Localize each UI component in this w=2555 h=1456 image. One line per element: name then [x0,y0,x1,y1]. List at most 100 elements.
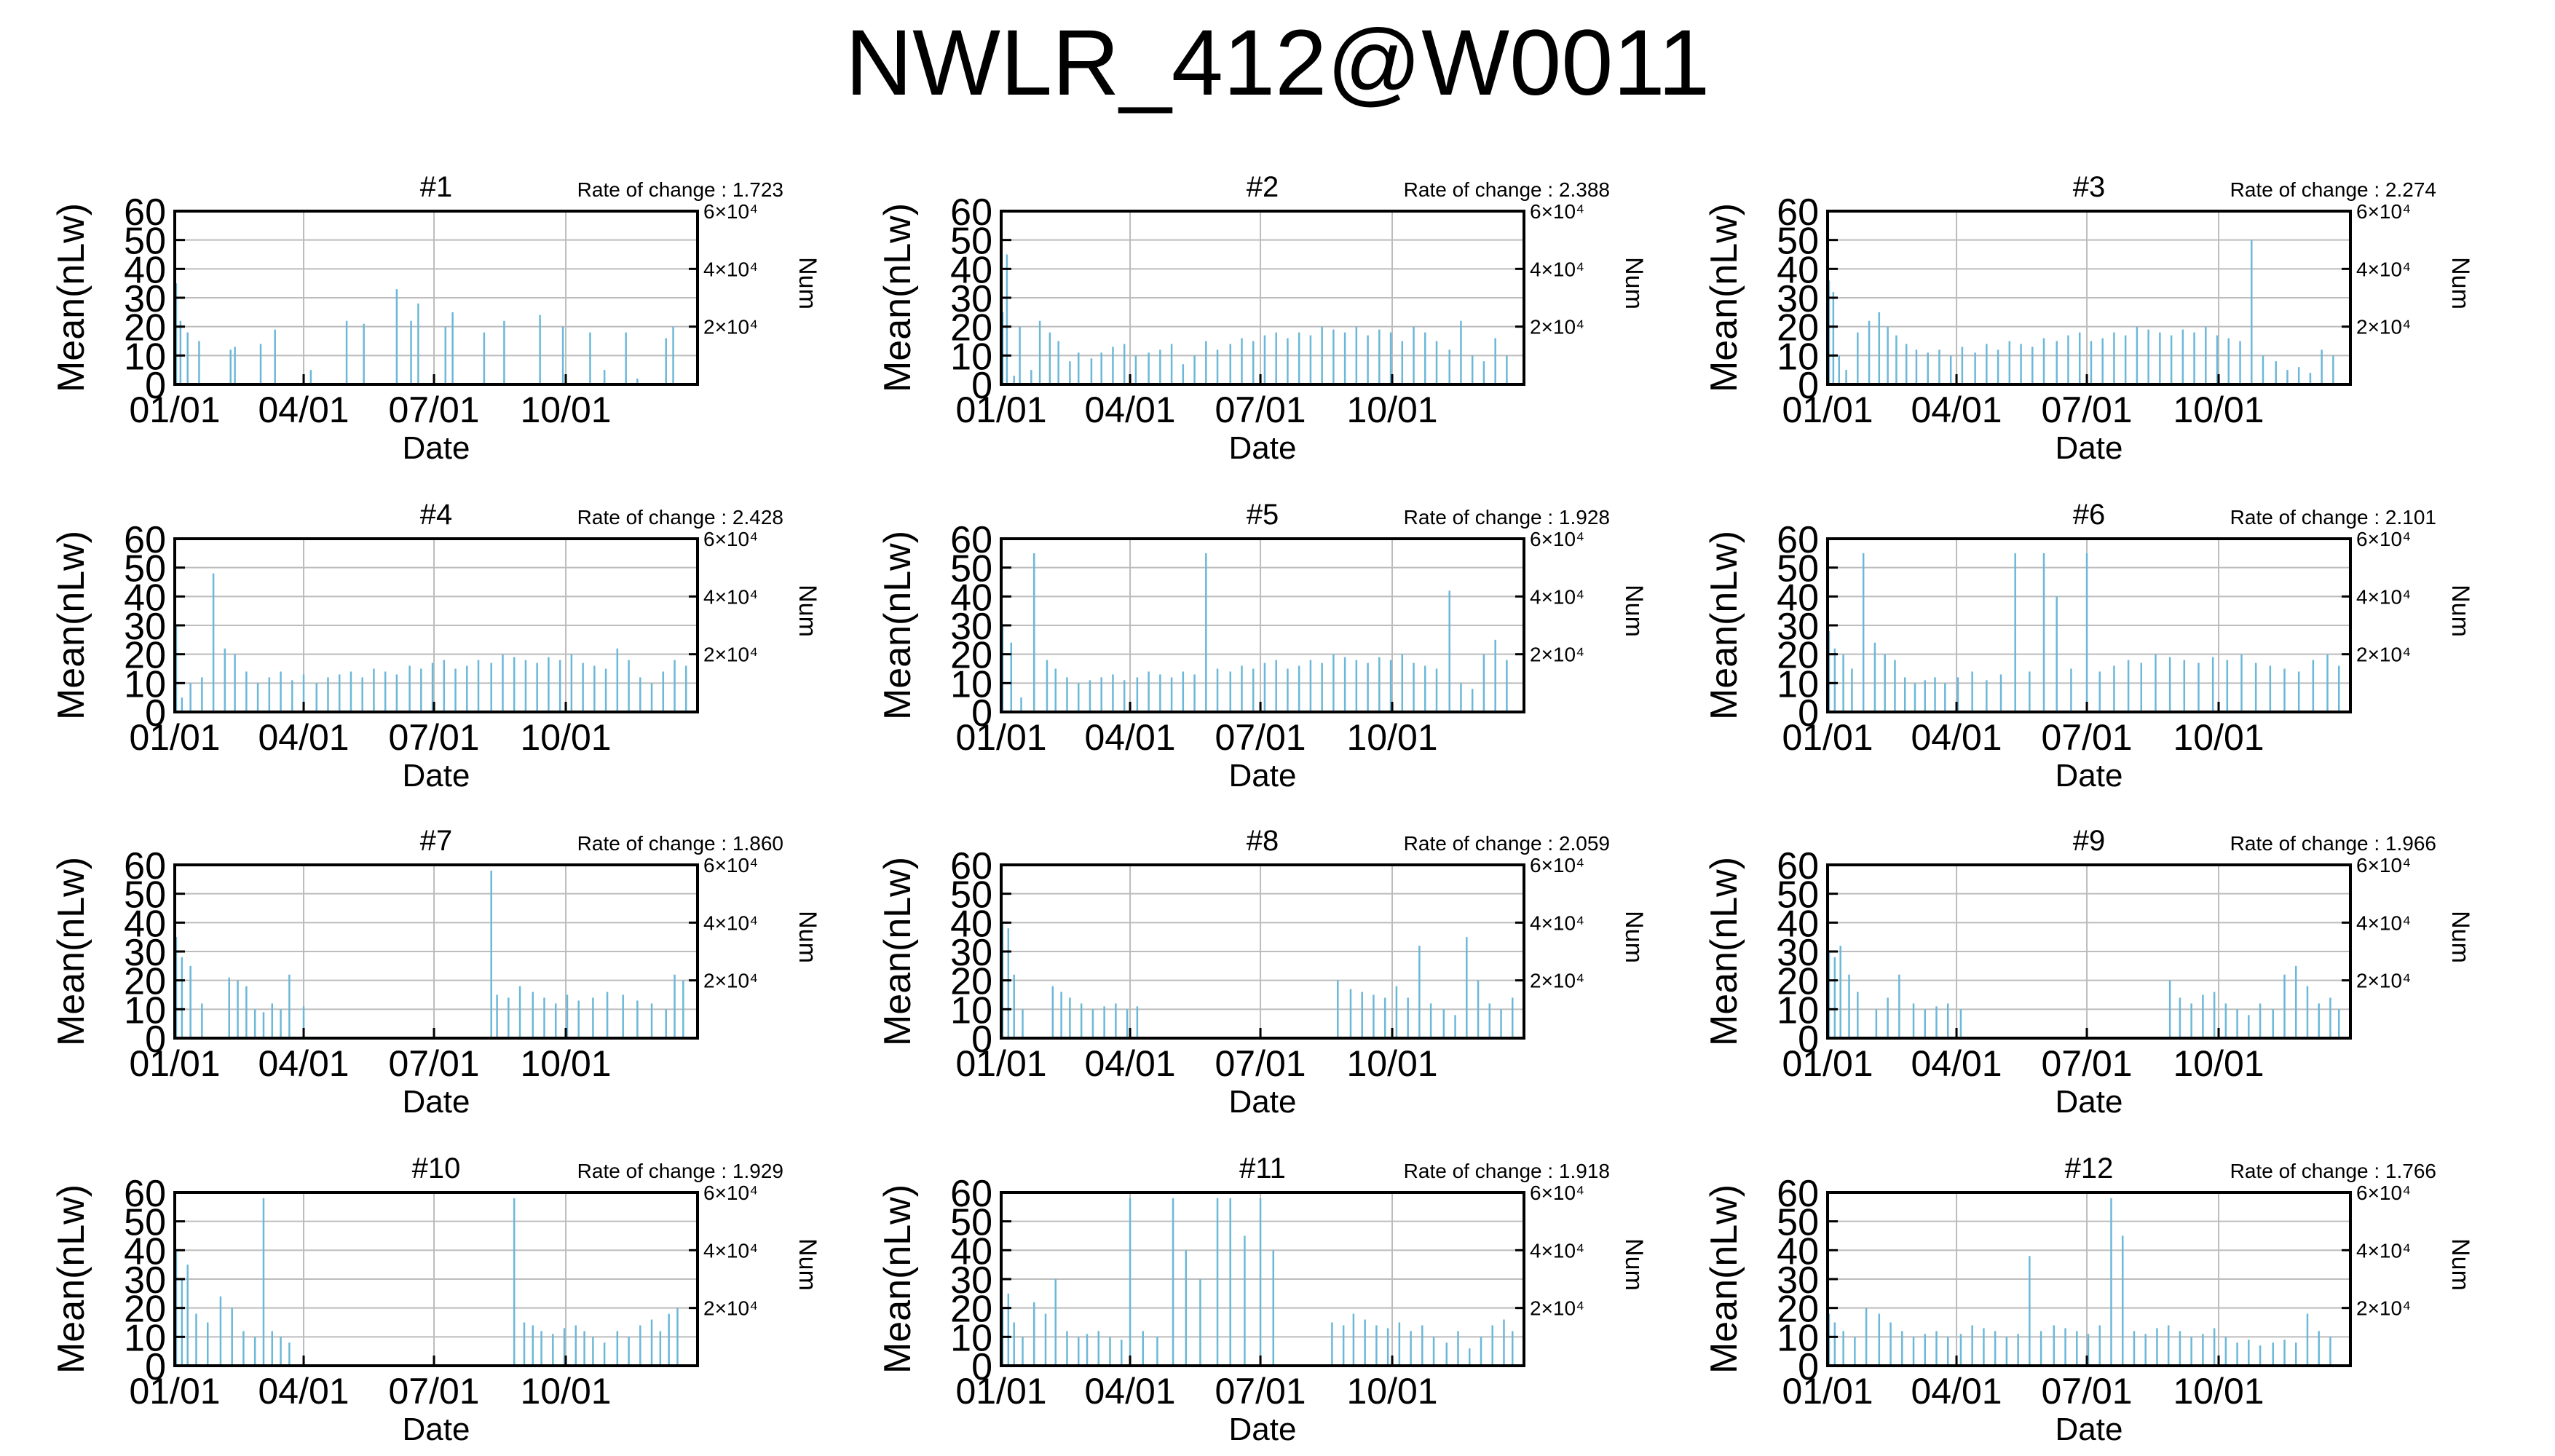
y-tick-label: 40 [950,1230,992,1273]
y-axis-label: Mean(nLw) [1703,531,1745,720]
y2-tick-label: 2×10⁴ [1530,644,1584,666]
y2-tick-label: 4×10⁴ [1530,258,1584,280]
x-tick-label: 07/01 [388,1371,479,1412]
y2-tick-label: 4×10⁴ [2356,585,2411,608]
x-tick-label: 04/01 [1084,1371,1175,1412]
subplot-title: #11 [1239,1152,1286,1184]
rate-of-change-label: Rate of change : 2.428 [577,506,783,529]
y-tick-label: 0 [145,1018,166,1061]
y-axis-label: Mean(nLw) [50,857,92,1046]
subplot-title: #2 [1247,171,1279,203]
y-tick-label: 0 [145,692,166,735]
y-tick-label: 60 [1777,191,1819,234]
y2-axis-label: Num [1620,1238,1648,1291]
y-tick-label: 0 [1798,692,1819,735]
rate-of-change-label: Rate of change : 1.766 [2230,1160,2436,1182]
x-tick-label: 01/01 [955,389,1046,430]
x-axis-label: Date [1229,430,1297,466]
y-tick-label: 10 [1777,663,1819,705]
y-tick-label: 0 [1798,365,1819,407]
y-tick-label: 30 [950,932,992,974]
y-tick-label: 10 [124,1317,166,1359]
x-tick-label: 07/01 [1215,1043,1306,1084]
y-tick-label: 20 [1777,307,1819,349]
x-tick-label: 01/01 [129,1043,220,1084]
x-tick-label: 01/01 [1782,389,1873,430]
y-axis-label: Mean(nLw) [877,857,919,1046]
x-axis-label: Date [2056,1412,2123,1447]
y2-axis-label: Num [1620,585,1648,637]
y-axis-label: Mean(nLw) [50,1184,92,1374]
x-tick-label: 01/01 [1782,1371,1873,1412]
x-axis-label: Date [1229,1084,1297,1120]
y-tick-label: 10 [950,336,992,378]
y-tick-label: 0 [1798,1346,1819,1388]
y2-axis-label: Num [2447,911,2474,963]
subplot-title: #6 [2073,499,2106,531]
x-tick-label: 04/01 [258,717,349,758]
x-tick-label: 01/01 [129,717,220,758]
y-tick-label: 30 [124,606,166,648]
y2-tick-label: 6×10⁴ [1530,528,1584,550]
y-axis-label: Mean(nLw) [877,531,919,720]
y-tick-label: 0 [1798,1018,1819,1061]
y-tick-label: 40 [1777,1230,1819,1273]
y-tick-label: 40 [124,903,166,945]
rate-of-change-label: Rate of change : 1.929 [577,1160,783,1182]
y2-tick-label: 2×10⁴ [1530,970,1584,992]
x-tick-label: 10/01 [1346,389,1437,430]
y-tick-label: 10 [950,1317,992,1359]
y2-tick-label: 4×10⁴ [703,258,758,280]
y-tick-label: 0 [971,365,992,407]
x-tick-label: 07/01 [388,389,479,430]
x-tick-label: 07/01 [1215,1371,1306,1412]
x-tick-label: 04/01 [1084,717,1175,758]
y-tick-label: 40 [1777,249,1819,291]
x-tick-label: 04/01 [1911,1371,2002,1412]
y-tick-label: 10 [124,336,166,378]
y-tick-label: 10 [1777,336,1819,378]
y-tick-label: 30 [1777,932,1819,974]
rate-of-change-label: Rate of change : 1.928 [1404,506,1610,529]
y-tick-label: 40 [124,577,166,619]
y-tick-label: 20 [124,961,166,1003]
y-tick-label: 10 [124,663,166,705]
y-tick-label: 50 [1777,1202,1819,1244]
x-tick-label: 07/01 [1215,717,1306,758]
x-axis-label: Date [403,758,470,794]
subplot-title: #12 [2065,1152,2114,1184]
y-tick-label: 50 [950,548,992,590]
y-tick-label: 60 [950,845,992,887]
y-tick-label: 10 [1777,1317,1819,1359]
y-tick-label: 20 [950,635,992,677]
y-tick-label: 50 [1777,548,1819,590]
y2-axis-label: Num [2447,257,2474,309]
y-tick-label: 10 [950,663,992,705]
y2-axis-label: Num [1620,911,1648,963]
subplot-title: #4 [420,499,453,531]
y2-tick-label: 4×10⁴ [703,585,758,608]
y-tick-label: 20 [124,635,166,677]
y-tick-label: 30 [124,932,166,974]
y2-tick-label: 6×10⁴ [2356,200,2411,223]
y-tick-label: 30 [1777,606,1819,648]
x-tick-label: 07/01 [388,1043,479,1084]
x-axis-label: Date [1229,1412,1297,1447]
y-tick-label: 60 [124,1173,166,1215]
y-tick-label: 30 [950,278,992,320]
rate-of-change-label: Rate of change : 2.274 [2230,178,2436,201]
y2-tick-label: 4×10⁴ [2356,1239,2411,1262]
x-axis-label: Date [2056,1084,2123,1120]
y-tick-label: 0 [971,1346,992,1388]
x-tick-label: 10/01 [1346,717,1437,758]
subplot-title: #3 [2073,171,2106,203]
y2-tick-label: 4×10⁴ [2356,911,2411,934]
y2-tick-label: 2×10⁴ [1530,1297,1584,1320]
y-tick-label: 30 [124,278,166,320]
y2-axis-label: Num [794,585,821,637]
x-tick-label: 10/01 [520,1043,611,1084]
